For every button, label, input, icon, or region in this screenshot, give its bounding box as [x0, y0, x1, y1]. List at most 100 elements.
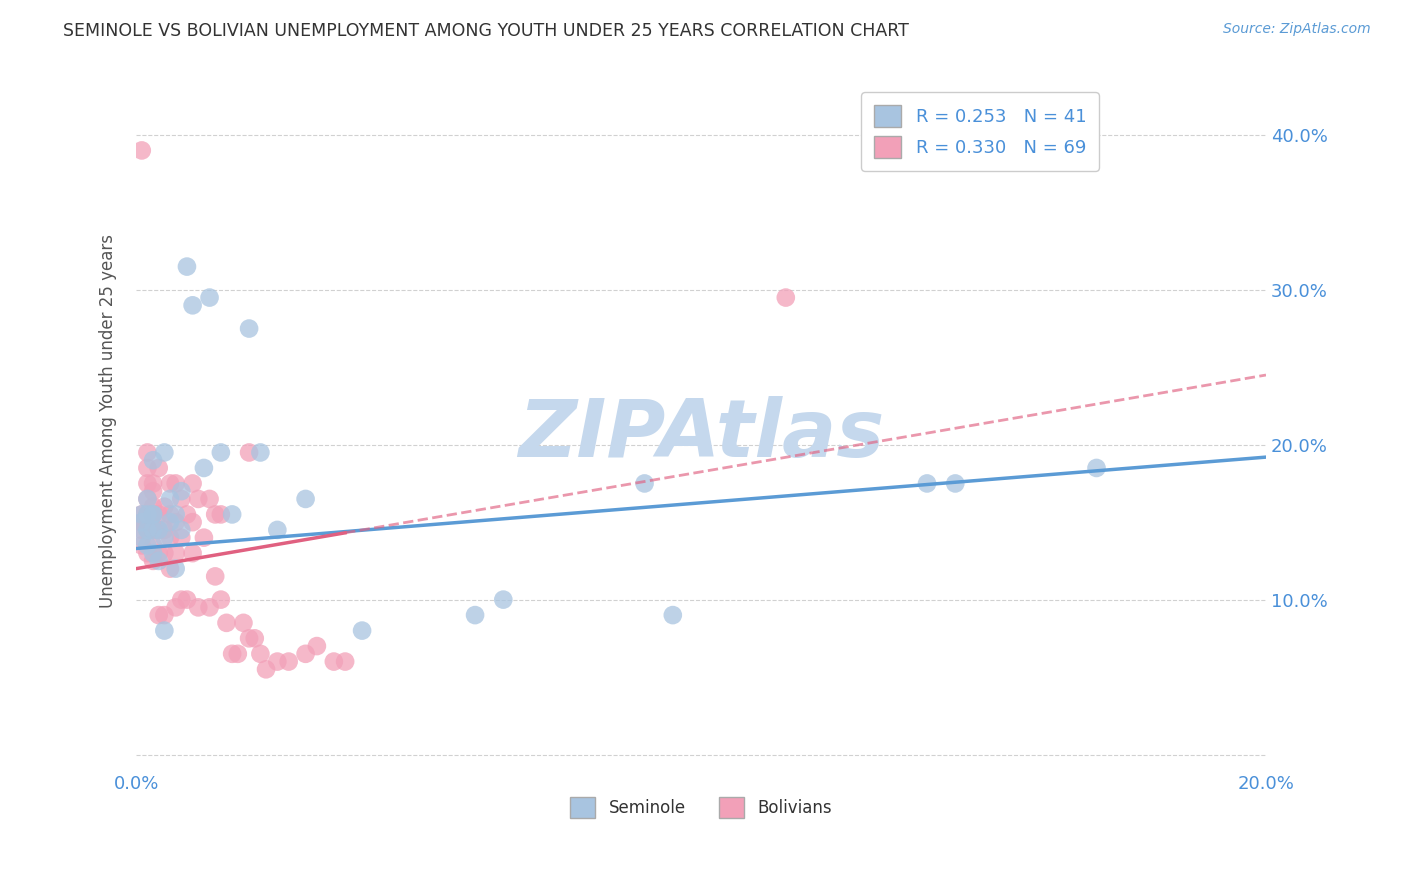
- Point: [136, 491, 159, 506]
- Point: [142, 508, 165, 522]
- Point: [148, 608, 170, 623]
- Y-axis label: Unemployment Among Youth under 25 years: Unemployment Among Youth under 25 years: [100, 235, 117, 608]
- Point: [266, 523, 288, 537]
- Point: [136, 491, 159, 506]
- Point: [198, 291, 221, 305]
- Point: [136, 523, 159, 537]
- Point: [204, 508, 226, 522]
- Point: [209, 592, 232, 607]
- Point: [181, 515, 204, 529]
- Point: [266, 655, 288, 669]
- Point: [775, 291, 797, 305]
- Point: [170, 484, 193, 499]
- Point: [181, 476, 204, 491]
- Point: [136, 523, 159, 537]
- Point: [131, 538, 153, 552]
- Point: [193, 461, 215, 475]
- Text: ZIPAtlas: ZIPAtlas: [517, 396, 884, 475]
- Point: [142, 546, 165, 560]
- Point: [153, 523, 176, 537]
- Point: [153, 608, 176, 623]
- Point: [136, 538, 159, 552]
- Point: [148, 461, 170, 475]
- Text: SEMINOLE VS BOLIVIAN UNEMPLOYMENT AMONG YOUTH UNDER 25 YEARS CORRELATION CHART: SEMINOLE VS BOLIVIAN UNEMPLOYMENT AMONG …: [63, 22, 910, 40]
- Point: [136, 461, 159, 475]
- Point: [153, 546, 176, 560]
- Point: [131, 515, 153, 529]
- Point: [142, 453, 165, 467]
- Point: [352, 624, 374, 638]
- Point: [136, 476, 159, 491]
- Point: [333, 655, 356, 669]
- Point: [142, 538, 165, 552]
- Point: [221, 647, 243, 661]
- Point: [170, 523, 193, 537]
- Point: [131, 508, 153, 522]
- Point: [176, 260, 198, 274]
- Point: [136, 508, 159, 522]
- Point: [209, 445, 232, 459]
- Point: [943, 476, 966, 491]
- Text: Source: ZipAtlas.com: Source: ZipAtlas.com: [1223, 22, 1371, 37]
- Point: [142, 500, 165, 514]
- Point: [142, 508, 165, 522]
- Point: [159, 561, 181, 575]
- Point: [464, 608, 486, 623]
- Point: [254, 662, 277, 676]
- Point: [142, 508, 165, 522]
- Point: [153, 624, 176, 638]
- Point: [209, 508, 232, 522]
- Point: [131, 144, 153, 158]
- Point: [322, 655, 344, 669]
- Point: [662, 608, 685, 623]
- Point: [159, 531, 181, 545]
- Point: [170, 531, 193, 545]
- Point: [165, 546, 187, 560]
- Point: [232, 615, 254, 630]
- Point: [277, 655, 299, 669]
- Point: [633, 476, 655, 491]
- Point: [165, 515, 187, 529]
- Point: [159, 508, 181, 522]
- Point: [176, 592, 198, 607]
- Point: [153, 500, 176, 514]
- Point: [915, 476, 938, 491]
- Point: [238, 632, 260, 646]
- Point: [294, 491, 316, 506]
- Point: [170, 592, 193, 607]
- Point: [492, 592, 515, 607]
- Point: [193, 531, 215, 545]
- Point: [148, 508, 170, 522]
- Point: [136, 546, 159, 560]
- Point: [198, 600, 221, 615]
- Point: [142, 554, 165, 568]
- Point: [243, 632, 266, 646]
- Point: [176, 508, 198, 522]
- Point: [249, 647, 271, 661]
- Point: [204, 569, 226, 583]
- Point: [136, 508, 159, 522]
- Point: [181, 546, 204, 560]
- Point: [226, 647, 249, 661]
- Point: [142, 523, 165, 537]
- Point: [1085, 461, 1108, 475]
- Point: [131, 531, 153, 545]
- Point: [131, 523, 153, 537]
- Point: [187, 600, 209, 615]
- Point: [131, 508, 153, 522]
- Point: [153, 531, 176, 545]
- Point: [148, 546, 170, 560]
- Point: [294, 647, 316, 661]
- Point: [165, 600, 187, 615]
- Point: [187, 491, 209, 506]
- Point: [165, 508, 187, 522]
- Point: [136, 445, 159, 459]
- Point: [249, 445, 271, 459]
- Point: [142, 484, 165, 499]
- Point: [159, 491, 181, 506]
- Point: [159, 515, 181, 529]
- Point: [148, 523, 170, 537]
- Point: [165, 561, 187, 575]
- Point: [170, 491, 193, 506]
- Point: [148, 523, 170, 537]
